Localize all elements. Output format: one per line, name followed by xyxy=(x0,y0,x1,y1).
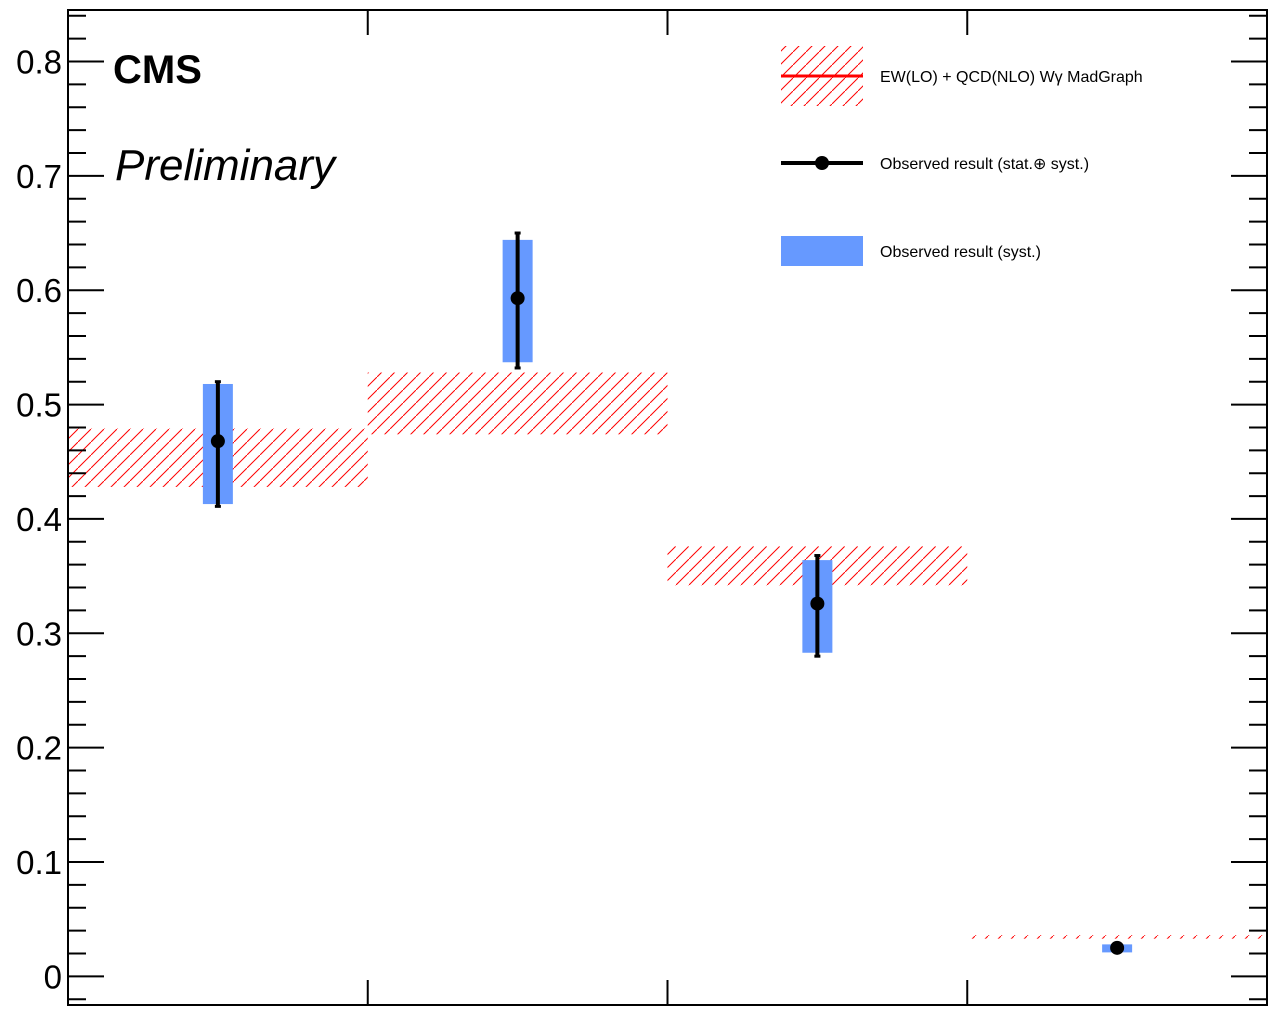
y-tick-label: 0.6 xyxy=(16,272,62,309)
legend-marker xyxy=(815,156,829,170)
data-point-bin-3 xyxy=(810,596,825,611)
data-point-bin-1 xyxy=(210,434,225,449)
y-tick-label: 0.4 xyxy=(16,501,62,538)
legend: EW(LO) + QCD(NLO) Wγ MadGraph Observed re… xyxy=(781,46,1143,266)
y-tick-label: 0.3 xyxy=(16,615,62,652)
legend-syst-swatch xyxy=(781,236,863,266)
prediction-band-bin-4 xyxy=(967,935,1267,939)
y-tick-label: 0.1 xyxy=(16,844,62,881)
axes: 0 0.1 0.2 0.3 0.4 0.5 0.6 0.7 0.8 xyxy=(16,10,1267,1005)
data-point-bin-2 xyxy=(510,291,525,306)
y-tick-label: 0.2 xyxy=(16,730,62,767)
legend-label: EW(LO) + QCD(NLO) Wγ MadGraph xyxy=(880,69,1143,86)
prediction-band-bin-2 xyxy=(367,372,668,435)
legend-label: Observed result (stat.⊕ syst.) xyxy=(880,156,1089,173)
y-tick-label: 0 xyxy=(44,958,62,995)
y-tick-label: 0.8 xyxy=(16,43,62,80)
experiment-label: CMS xyxy=(113,48,202,92)
y-tick-label: 0.5 xyxy=(16,387,62,424)
legend-label: Observed result (syst.) xyxy=(880,244,1041,261)
y-tick-label: 0.7 xyxy=(16,158,62,195)
status-label: Preliminary xyxy=(115,141,338,190)
data-point-bin-4 xyxy=(1110,940,1125,955)
plot-area xyxy=(68,231,1267,955)
